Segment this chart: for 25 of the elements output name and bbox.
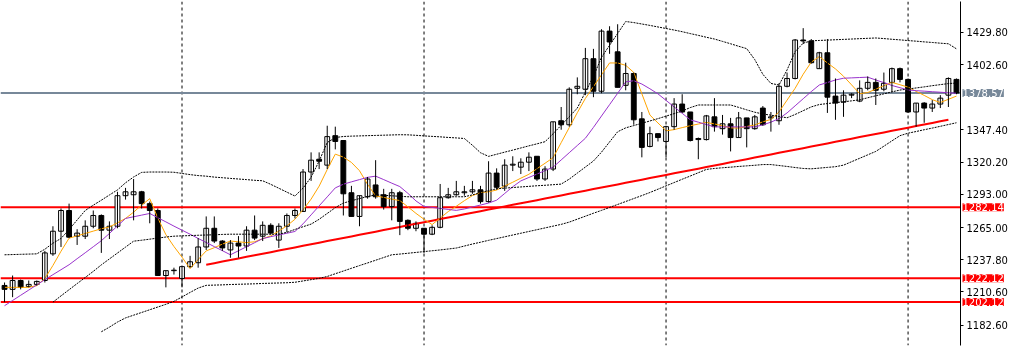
candlestick bbox=[606, 25, 613, 55]
ref-line-label: 1282.14 bbox=[962, 202, 1004, 214]
y-tick-label: 1320.20 bbox=[966, 157, 1008, 169]
candlestick bbox=[921, 101, 928, 124]
y-tick-label: 1293.00 bbox=[966, 189, 1008, 201]
candlestick bbox=[509, 155, 516, 172]
candlestick bbox=[461, 185, 468, 197]
candlestick bbox=[122, 187, 129, 201]
candlestick bbox=[800, 27, 807, 45]
y-tick-label: 1210.60 bbox=[966, 286, 1008, 298]
candlestick bbox=[929, 99, 936, 113]
ref-line-label: 1222.12 bbox=[962, 273, 1004, 285]
y-tick-label: 1347.40 bbox=[966, 124, 1008, 136]
y-tick-label: 1182.60 bbox=[966, 320, 1008, 332]
candlestick bbox=[227, 239, 234, 259]
candlestick bbox=[864, 75, 871, 91]
candlestick bbox=[848, 92, 855, 99]
y-tick-label: 1265.00 bbox=[966, 222, 1008, 234]
ref-line-label: 1378.57 bbox=[962, 88, 1004, 100]
y-tick-label: 1429.80 bbox=[966, 27, 1008, 39]
candlestick bbox=[114, 191, 121, 229]
y-tick-label: 1237.80 bbox=[966, 254, 1008, 266]
y-tick-label: 1402.60 bbox=[966, 59, 1008, 71]
ref-line-label: 1202.12 bbox=[962, 297, 1004, 309]
candlestick bbox=[695, 137, 702, 160]
